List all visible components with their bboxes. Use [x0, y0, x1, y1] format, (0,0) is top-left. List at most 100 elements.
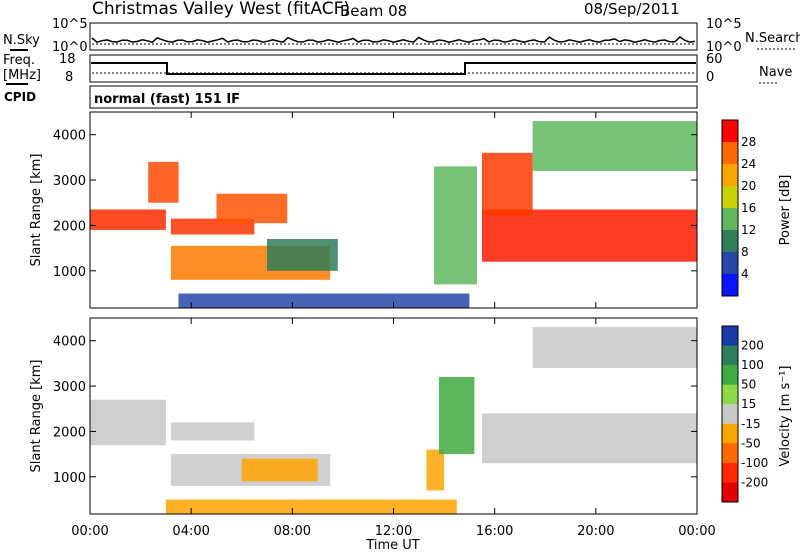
x-tick-label: 00:00	[678, 524, 715, 539]
colorbar-frame	[721, 119, 739, 297]
colorbar-tick-label: 16	[741, 201, 756, 215]
nsky-tick-top: 10^5	[52, 17, 88, 32]
freq-tick-top: 18	[59, 52, 76, 67]
velocity-y-axis: 4000 3000 2000 1000	[53, 335, 697, 486]
x-tick-label: 04:00	[172, 524, 209, 539]
colorbar-swatch	[722, 345, 738, 366]
nsearch-tick-bottom: 10^0	[706, 40, 742, 55]
colorbar-tick-label: 4	[741, 267, 749, 281]
nsearch-tick-top: 10^5	[706, 17, 742, 32]
colorbar-swatch	[722, 365, 738, 386]
velocity-colorbar: 200 100 50 15 -15 -50 -100 -200	[721, 325, 768, 503]
power-panel-region-8	[482, 209, 697, 262]
power-colorbar-label: Power [dB]	[778, 175, 793, 246]
colorbar-frame	[721, 325, 739, 503]
colorbar-tick-label: 28	[741, 135, 756, 149]
cpid-label: CPID	[4, 90, 36, 104]
cpid-value: normal (fast) 151 IF	[94, 92, 240, 107]
colorbar-tick-label: 100	[741, 358, 764, 372]
x-tick-label: 08:00	[274, 524, 311, 539]
power-ylabel: Slant Range [km]	[29, 154, 44, 267]
y-tick-label: 2000	[53, 425, 86, 440]
colorbar-tick-label: 200	[741, 339, 764, 353]
freq-panel	[89, 54, 698, 83]
power-panel-region-6	[178, 293, 470, 308]
colorbar-tick-label: -15	[741, 417, 761, 431]
colorbar-swatch	[722, 404, 738, 425]
x-tick-label: 12:00	[375, 524, 412, 539]
noise-panel	[89, 22, 698, 51]
power-panel-region-0	[90, 209, 166, 230]
nsky-label: N.Sky	[3, 33, 40, 48]
beam-label: Beam 08	[340, 2, 407, 20]
colorbar-swatch	[722, 230, 738, 253]
figure-title: Christmas Valley West (fitACF)	[92, 0, 350, 19]
colorbar-swatch	[722, 208, 738, 231]
velocity-ylabel: Slant Range [km]	[29, 360, 44, 473]
colorbar-swatch	[722, 120, 738, 143]
nave-tick-bottom: 0	[706, 70, 714, 85]
colorbar-tick-label: -100	[741, 456, 768, 470]
velocity-panel-region-5	[426, 449, 445, 491]
time-axis: 00:00 04:00 08:00 12:00 16:00 20:00 00:00	[71, 112, 716, 539]
velocity-panel-region-4	[165, 499, 457, 514]
velocity-colorbar-label: Velocity [m s⁻¹]	[778, 366, 793, 467]
colorbar-swatch	[722, 142, 738, 165]
colorbar-swatch	[722, 186, 738, 209]
colorbar-tick-label: 20	[741, 179, 756, 193]
power-y-axis: 4000 3000 2000 1000	[53, 129, 697, 280]
colorbar-swatch	[722, 384, 738, 405]
colorbar-swatch	[722, 326, 738, 347]
y-tick-label: 3000	[53, 380, 86, 395]
colorbar-tick-label: 8	[741, 245, 749, 259]
nsky-trace	[91, 36, 696, 44]
velocity-panel-region-3	[241, 458, 318, 482]
colorbar-swatch	[722, 462, 738, 483]
nsearch-label: N.Search	[745, 31, 800, 46]
colorbar-swatch	[722, 252, 738, 275]
power-panel-region-9	[482, 152, 533, 217]
velocity-data-layer	[90, 327, 697, 514]
nave-label: Nave	[759, 65, 792, 80]
colorbar-swatch	[722, 443, 738, 464]
xaxis-label: Time UT	[365, 538, 419, 553]
velocity-panel-region-0	[90, 399, 166, 446]
x-tick-label: 00:00	[71, 524, 108, 539]
cpid-panel	[89, 85, 698, 109]
velocity-panel-region-1	[170, 422, 255, 441]
y-tick-label: 1000	[53, 471, 86, 486]
colorbar-swatch	[722, 482, 738, 503]
power-panel-region-7	[434, 166, 477, 285]
nsky-tick-bottom: 10^0	[52, 40, 88, 55]
colorbar-tick-label: -200	[741, 475, 768, 489]
power-panel-region-1	[148, 161, 179, 203]
x-tick-label: 20:00	[577, 524, 614, 539]
freq-label: Freq.	[3, 53, 35, 68]
date-label: 08/Sep/2011	[584, 0, 680, 18]
y-tick-label: 1000	[53, 265, 86, 280]
velocity-panel-region-7	[482, 413, 697, 464]
velocity-panel-region-8	[532, 327, 697, 368]
y-tick-label: 4000	[53, 129, 86, 144]
velocity-panel-region-6	[439, 377, 475, 455]
y-tick-label: 3000	[53, 174, 86, 189]
y-tick-label: 4000	[53, 335, 86, 350]
freq-trace	[91, 62, 696, 75]
freq-unit: [MHz]	[3, 68, 41, 83]
power-panel-region-3	[216, 193, 288, 224]
freq-tick-bottom: 8	[65, 70, 73, 85]
colorbar-tick-label: 24	[741, 157, 756, 171]
power-data-layer	[90, 121, 697, 308]
colorbar-swatch	[722, 423, 738, 444]
colorbar-swatch	[722, 164, 738, 187]
power-panel-region-5	[267, 239, 338, 271]
colorbar-swatch	[722, 274, 738, 297]
x-tick-label: 16:00	[476, 524, 513, 539]
power-colorbar: 28 24 20 16 12 8 4	[721, 119, 756, 297]
colorbar-tick-label: 12	[741, 223, 756, 237]
colorbar-tick-label: -50	[741, 436, 761, 450]
power-panel-region-10	[532, 121, 697, 171]
colorbar-tick-label: 50	[741, 378, 756, 392]
colorbar-tick-label: 15	[741, 397, 756, 411]
